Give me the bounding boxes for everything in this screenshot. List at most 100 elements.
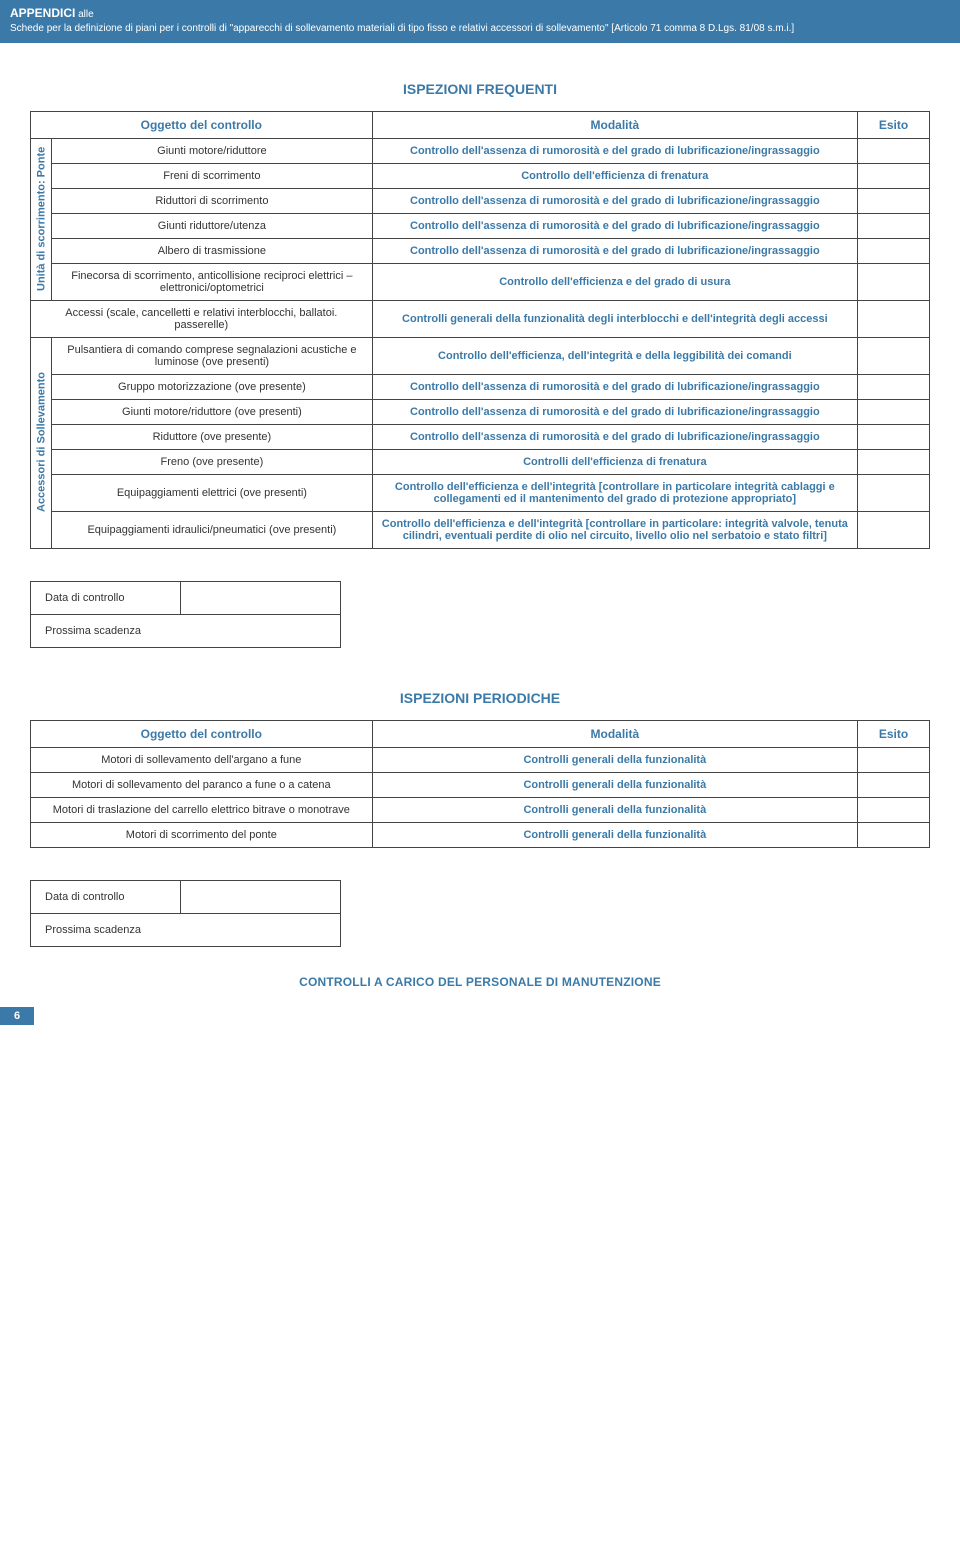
table1-head-modalita: Modalità bbox=[372, 111, 857, 138]
modalita-cell: Controllo dell'assenza di rumorosità e d… bbox=[372, 138, 857, 163]
data-controllo-label: Data di controllo bbox=[31, 880, 181, 913]
table-row: Motori di sollevamento dell'argano a fun… bbox=[31, 747, 930, 772]
page-number: 6 bbox=[0, 1007, 34, 1025]
esito-cell[interactable] bbox=[858, 300, 930, 337]
oggetto-cell: Motori di scorrimento del ponte bbox=[31, 822, 373, 847]
table1-title-text: ISPEZIONI FREQUENTI bbox=[39, 73, 922, 105]
esito-cell[interactable] bbox=[858, 374, 930, 399]
alle-word: alle bbox=[78, 9, 94, 20]
table2-title: ISPEZIONI PERIODICHE bbox=[31, 676, 930, 721]
table-row: Riduttore (ove presente) Controllo dell'… bbox=[31, 424, 930, 449]
table1-head-esito: Esito bbox=[858, 111, 930, 138]
esito-cell[interactable] bbox=[858, 263, 930, 300]
table-row: Gruppo motorizzazione (ove presente) Con… bbox=[31, 374, 930, 399]
modalita-cell: Controllo dell'efficienza e dell'integri… bbox=[372, 474, 857, 511]
table-row: Data di controllo bbox=[31, 581, 341, 614]
oggetto-cell: Equipaggiamenti elettrici (ove presenti) bbox=[52, 474, 372, 511]
data-controllo-table-2: Data di controllo Prossima scadenza bbox=[30, 880, 341, 947]
header-strip: APPENDICI alle Schede per la definizione… bbox=[0, 0, 960, 43]
esito-cell[interactable] bbox=[858, 163, 930, 188]
table-row: Motori di scorrimento del ponte Controll… bbox=[31, 822, 930, 847]
oggetto-cell: Riduttori di scorrimento bbox=[52, 188, 372, 213]
oggetto-cell: Equipaggiamenti idraulici/pneumatici (ov… bbox=[52, 511, 372, 548]
prossima-scadenza-label: Prossima scadenza bbox=[31, 614, 341, 647]
page-content: ISPEZIONI FREQUENTI Oggetto del controll… bbox=[0, 43, 960, 999]
esito-cell[interactable] bbox=[858, 747, 930, 772]
table-row: Unità di scorrimento: Ponte Giunti motor… bbox=[31, 138, 930, 163]
table-row: Finecorsa di scorrimento, anticollisione… bbox=[31, 263, 930, 300]
group1-label: Unità di scorrimento: Ponte bbox=[31, 138, 52, 300]
esito-cell[interactable] bbox=[858, 337, 930, 374]
modalita-cell: Controlli generali della funzionalità bbox=[372, 797, 857, 822]
esito-cell[interactable] bbox=[858, 511, 930, 548]
oggetto-cell: Albero di trasmissione bbox=[52, 238, 372, 263]
table1-title: ISPEZIONI FREQUENTI bbox=[31, 67, 930, 112]
table-row: Data di controllo bbox=[31, 880, 341, 913]
modalita-cell: Controllo dell'assenza di rumorosità e d… bbox=[372, 424, 857, 449]
table2-head-esito: Esito bbox=[858, 720, 930, 747]
ispezioni-periodiche-table: ISPEZIONI PERIODICHE Oggetto del control… bbox=[30, 676, 930, 848]
table-row: Prossima scadenza bbox=[31, 913, 341, 946]
oggetto-cell: Giunti riduttore/utenza bbox=[52, 213, 372, 238]
oggetto-cell: Motori di sollevamento dell'argano a fun… bbox=[31, 747, 373, 772]
modalita-cell: Controllo dell'assenza di rumorosità e d… bbox=[372, 374, 857, 399]
table2-head-modalita: Modalità bbox=[372, 720, 857, 747]
modalita-cell: Controlli generali della funzionalità bbox=[372, 747, 857, 772]
table-row: Freno (ove presente) Controlli dell'effi… bbox=[31, 449, 930, 474]
oggetto-cell: Gruppo motorizzazione (ove presente) bbox=[52, 374, 372, 399]
table-row: Accessi (scale, cancelletti e relativi i… bbox=[31, 300, 930, 337]
oggetto-cell: Finecorsa di scorrimento, anticollisione… bbox=[52, 263, 372, 300]
modalita-cell: Controllo dell'assenza di rumorosità e d… bbox=[372, 188, 857, 213]
table2-title-text: ISPEZIONI PERIODICHE bbox=[39, 682, 922, 714]
data-controllo-label: Data di controllo bbox=[31, 581, 181, 614]
modalita-cell: Controlli generali della funzionalità bbox=[372, 772, 857, 797]
table1-head-oggetto: Oggetto del controllo bbox=[31, 111, 373, 138]
esito-cell[interactable] bbox=[858, 474, 930, 511]
esito-cell[interactable] bbox=[858, 138, 930, 163]
esito-cell[interactable] bbox=[858, 238, 930, 263]
table-row: Prossima scadenza bbox=[31, 614, 341, 647]
header-title-line: APPENDICI alle bbox=[10, 6, 950, 22]
modalita-cell: Controllo dell'efficienza di frenatura bbox=[372, 163, 857, 188]
oggetto-cell: Accessi (scale, cancelletti e relativi i… bbox=[31, 300, 373, 337]
table2-head-oggetto: Oggetto del controllo bbox=[31, 720, 373, 747]
modalita-cell: Controllo dell'assenza di rumorosità e d… bbox=[372, 213, 857, 238]
modalita-cell: Controllo dell'efficienza, dell'integrit… bbox=[372, 337, 857, 374]
modalita-cell: Controllo dell'assenza di rumorosità e d… bbox=[372, 238, 857, 263]
esito-cell[interactable] bbox=[858, 822, 930, 847]
table-row: Accessori di Sollevamento Pulsantiera di… bbox=[31, 337, 930, 374]
data-controllo-value[interactable] bbox=[181, 880, 341, 913]
modalita-cell: Controllo dell'assenza di rumorosità e d… bbox=[372, 399, 857, 424]
oggetto-cell: Giunti motore/riduttore (ove presenti) bbox=[52, 399, 372, 424]
esito-cell[interactable] bbox=[858, 797, 930, 822]
table-row: Equipaggiamenti idraulici/pneumatici (ov… bbox=[31, 511, 930, 548]
table-row: Giunti motore/riduttore (ove presenti) C… bbox=[31, 399, 930, 424]
prossima-scadenza-label: Prossima scadenza bbox=[31, 913, 341, 946]
modalita-cell: Controlli generali della funzionalità bbox=[372, 822, 857, 847]
oggetto-cell: Freni di scorrimento bbox=[52, 163, 372, 188]
modalita-cell: Controllo dell'efficienza e del grado di… bbox=[372, 263, 857, 300]
group2-label: Accessori di Sollevamento bbox=[31, 337, 52, 548]
table-row: Albero di trasmissione Controllo dell'as… bbox=[31, 238, 930, 263]
modalita-cell: Controlli generali della funzionalità de… bbox=[372, 300, 857, 337]
modalita-cell: Controllo dell'efficienza e dell'integri… bbox=[372, 511, 857, 548]
oggetto-cell: Pulsantiera di comando comprese segnalaz… bbox=[52, 337, 372, 374]
modalita-cell: Controlli dell'efficienza di frenatura bbox=[372, 449, 857, 474]
oggetto-cell: Motori di sollevamento del paranco a fun… bbox=[31, 772, 373, 797]
esito-cell[interactable] bbox=[858, 449, 930, 474]
esito-cell[interactable] bbox=[858, 772, 930, 797]
table-row: Equipaggiamenti elettrici (ove presenti)… bbox=[31, 474, 930, 511]
data-controllo-value[interactable] bbox=[181, 581, 341, 614]
esito-cell[interactable] bbox=[858, 188, 930, 213]
oggetto-cell: Riduttore (ove presente) bbox=[52, 424, 372, 449]
esito-cell[interactable] bbox=[858, 213, 930, 238]
esito-cell[interactable] bbox=[858, 399, 930, 424]
table-row: Motori di sollevamento del paranco a fun… bbox=[31, 772, 930, 797]
header-subtitle: Schede per la definizione di piani per i… bbox=[10, 22, 950, 35]
oggetto-cell: Giunti motore/riduttore bbox=[52, 138, 372, 163]
oggetto-cell: Motori di traslazione del carrello elett… bbox=[31, 797, 373, 822]
table-row: Riduttori di scorrimento Controllo dell'… bbox=[31, 188, 930, 213]
esito-cell[interactable] bbox=[858, 424, 930, 449]
ispezioni-frequenti-table: ISPEZIONI FREQUENTI Oggetto del controll… bbox=[30, 67, 930, 549]
table-row: Freni di scorrimento Controllo dell'effi… bbox=[31, 163, 930, 188]
